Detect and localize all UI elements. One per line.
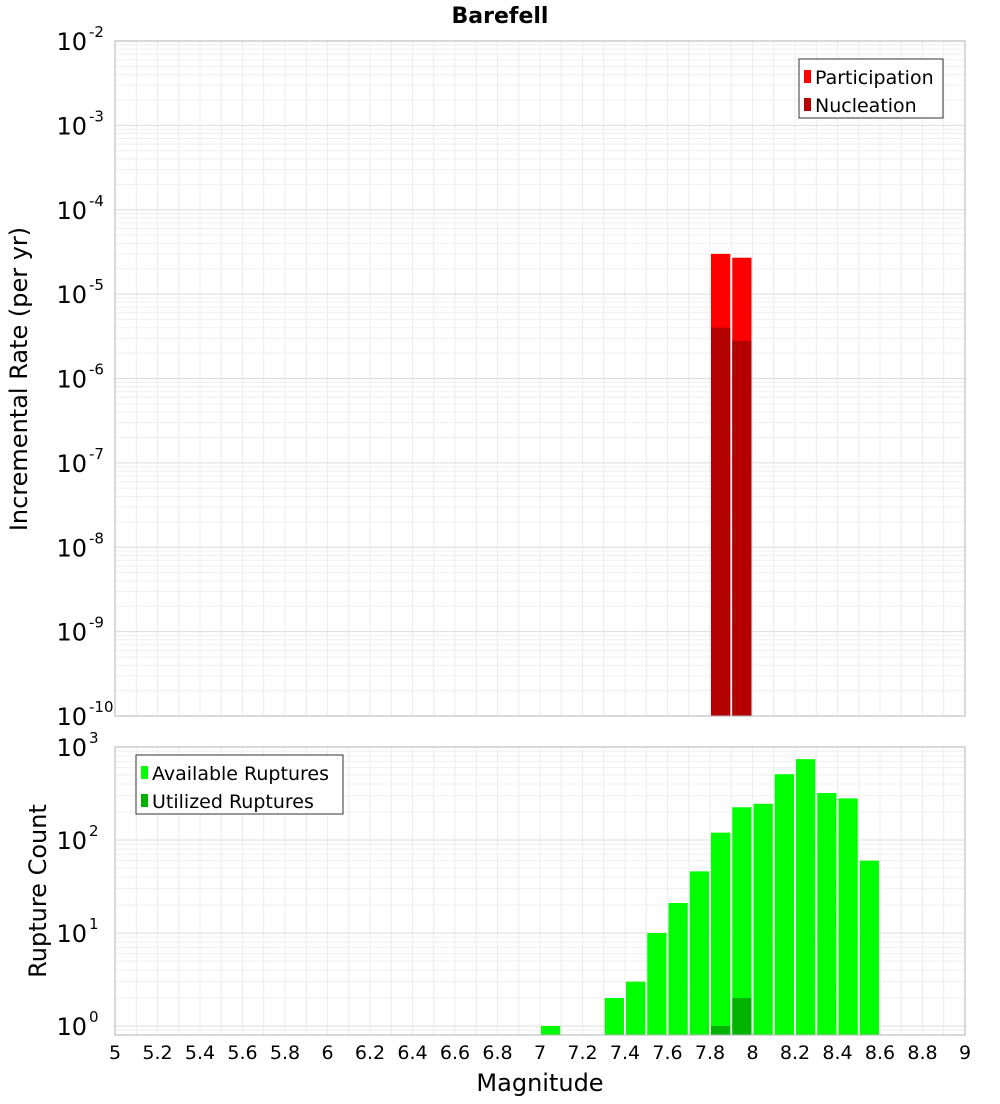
y-tick-exponent: 0 <box>89 1008 99 1026</box>
bar <box>859 860 879 1035</box>
bar <box>541 1025 561 1035</box>
legend-label: Available Ruptures <box>152 763 329 785</box>
bar <box>668 903 688 1035</box>
y-tick-label: 10 <box>56 703 87 731</box>
y-tick-exponent: -5 <box>89 276 104 294</box>
legend-box <box>798 58 944 119</box>
x-tick-label: 5.6 <box>227 1042 257 1064</box>
legend-swatch <box>804 70 811 83</box>
y-tick-exponent: 2 <box>89 822 99 840</box>
legend-swatch <box>141 766 148 779</box>
y-tick-exponent: -2 <box>89 23 104 41</box>
bar <box>796 759 816 1035</box>
top-gridlines <box>114 40 966 717</box>
y-tick-exponent: -4 <box>89 192 104 210</box>
x-tick-label: 6.6 <box>440 1042 470 1064</box>
y-tick-exponent: 1 <box>89 915 99 933</box>
bottom-bars <box>541 759 879 1035</box>
x-tick-label: 8.4 <box>822 1042 852 1064</box>
x-tick-labels: 5 5.2 5.4 5.6 5.8 6 6.2 6.4 6.6 6.8 7 7.2 7.4 7.6 7.8 8… <box>109 1042 971 1064</box>
bottom-legend: Available Ruptures Utilized Ruptures <box>135 754 344 815</box>
x-tick-label: 6.2 <box>355 1042 385 1064</box>
y-tick-label: 10 <box>56 112 87 140</box>
legend-box <box>135 754 344 815</box>
y-tick-exponent: -10 <box>89 698 114 716</box>
x-tick-label: 7.4 <box>610 1042 640 1064</box>
bottom-plot-border <box>114 746 966 1036</box>
legend-swatch <box>804 98 811 111</box>
y-tick-exponent: -3 <box>89 107 104 125</box>
bar <box>689 871 709 1035</box>
bar <box>711 327 731 716</box>
top-bars <box>711 253 752 716</box>
y-tick-label: 10 <box>56 197 87 225</box>
bar <box>732 807 752 1035</box>
bar <box>626 981 646 1035</box>
y-tick-exponent: 3 <box>89 729 99 747</box>
top-plot-border <box>114 40 966 717</box>
y-tick-exponent: -6 <box>89 361 104 379</box>
bar <box>838 798 858 1035</box>
bar <box>732 997 752 1035</box>
bar <box>774 774 794 1035</box>
chart-title: Barefell <box>452 4 549 29</box>
bar <box>732 340 752 716</box>
y-tick-label: 10 <box>56 734 87 762</box>
bar <box>711 832 731 1035</box>
x-tick-label: 7.8 <box>695 1042 725 1064</box>
x-tick-label: 5.4 <box>185 1042 215 1064</box>
x-tick-label: 5.8 <box>270 1042 300 1064</box>
legend-label: Participation <box>815 67 934 89</box>
y-tick-label: 10 <box>56 450 87 478</box>
x-tick-label: 7.6 <box>652 1042 682 1064</box>
y-tick-label: 10 <box>56 281 87 309</box>
bar <box>647 932 667 1035</box>
top-y-axis-label: Incremental Rate (per yr) <box>5 227 33 531</box>
x-tick-label: 6.4 <box>397 1042 427 1064</box>
bottom-y-axis-label: Rupture Count <box>24 804 52 978</box>
x-tick-label: 9 <box>959 1042 971 1064</box>
x-tick-label: 8 <box>746 1042 758 1064</box>
legend-label: Utilized Ruptures <box>152 791 314 813</box>
x-axis-label: Magnitude <box>476 1069 603 1097</box>
x-tick-label: 5 <box>109 1042 121 1064</box>
legend-label: Nucleation <box>815 95 917 117</box>
x-tick-label: 8.8 <box>907 1042 937 1064</box>
x-tick-label: 6.8 <box>482 1042 512 1064</box>
x-tick-label: 8.6 <box>865 1042 895 1064</box>
top-legend: Participation Nucleation <box>798 58 944 119</box>
x-tick-label: 5.2 <box>142 1042 172 1064</box>
x-tick-label: 7 <box>534 1042 546 1064</box>
y-tick-label: 10 <box>56 827 87 855</box>
bar <box>711 1025 731 1035</box>
y-tick-label: 10 <box>56 28 87 56</box>
x-tick-label: 8.2 <box>780 1042 810 1064</box>
x-tick-label: 7.2 <box>567 1042 597 1064</box>
legend-swatch <box>141 794 148 807</box>
y-tick-label: 10 <box>56 920 87 948</box>
x-tick-label: 6 <box>321 1042 333 1064</box>
bar <box>817 793 837 1035</box>
y-tick-exponent: -8 <box>89 529 104 547</box>
bar <box>604 997 624 1035</box>
y-tick-label: 10 <box>56 619 87 647</box>
y-tick-label: 10 <box>56 534 87 562</box>
bar <box>753 803 773 1035</box>
y-tick-label: 10 <box>56 366 87 394</box>
y-tick-exponent: -7 <box>89 445 104 463</box>
y-tick-label: 10 <box>56 1013 87 1041</box>
y-tick-exponent: -9 <box>89 614 104 632</box>
